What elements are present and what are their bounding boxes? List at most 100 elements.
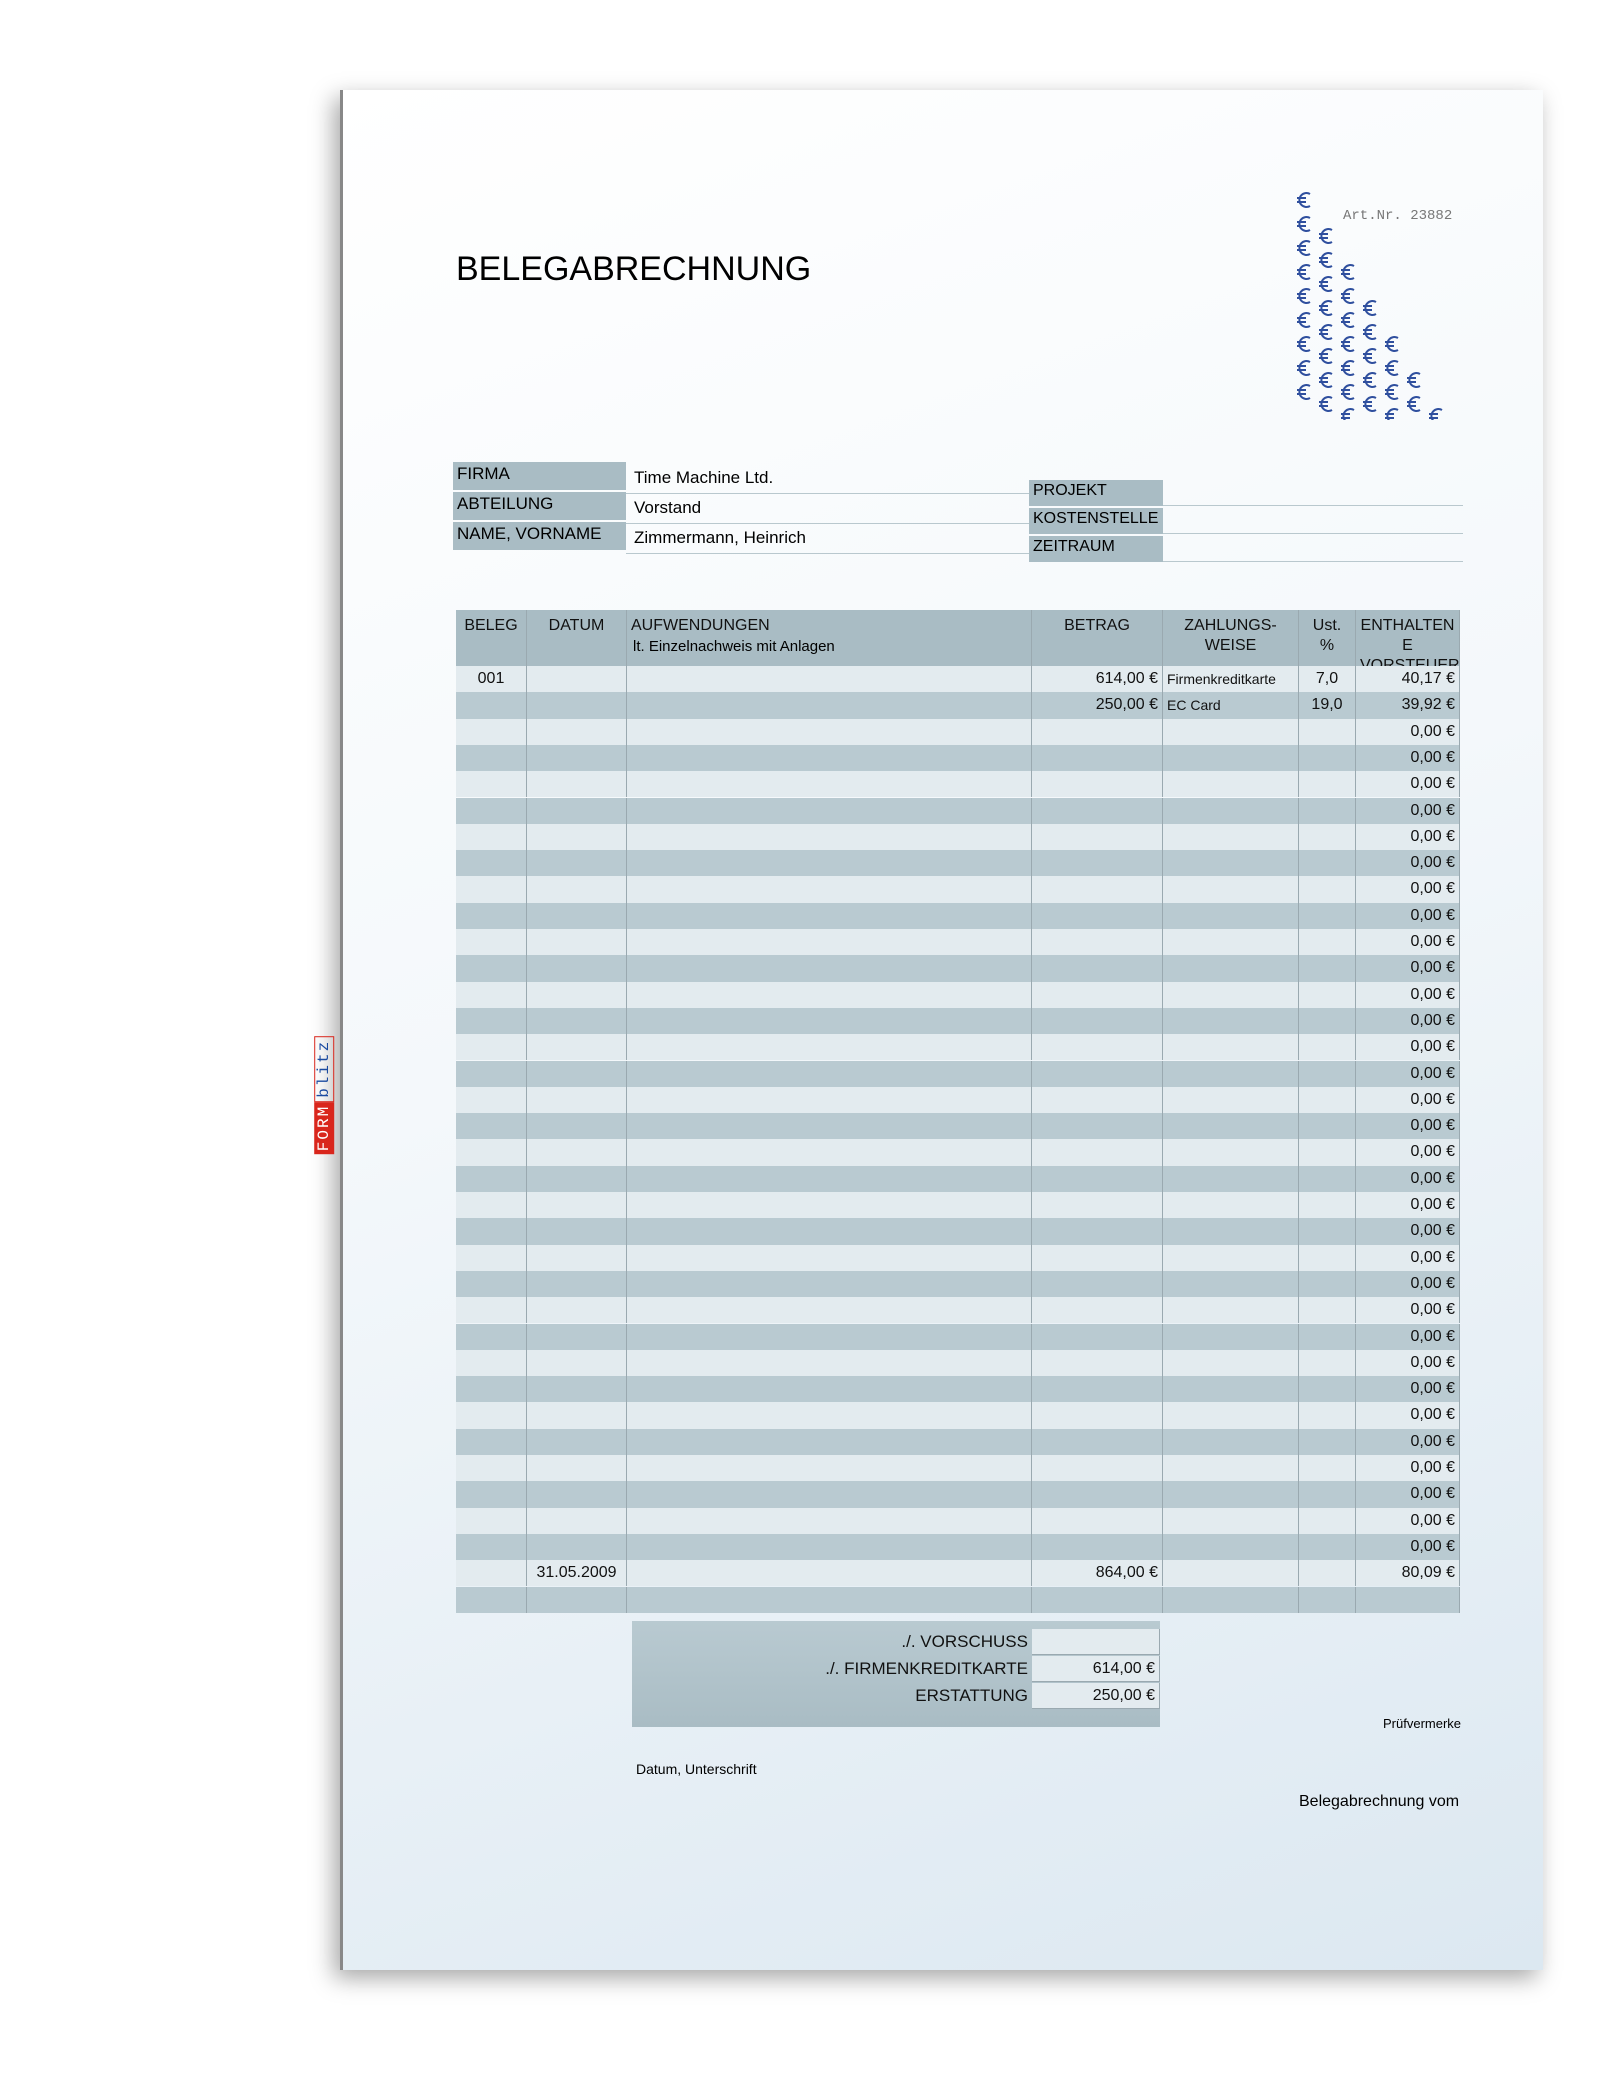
info-value: Time Machine Ltd. — [626, 466, 1029, 494]
table-cell: 0,00 € — [1356, 1507, 1460, 1534]
table-cell — [1032, 718, 1163, 745]
table-cell — [1163, 823, 1299, 851]
table-cell — [527, 1349, 627, 1377]
table-cell — [1299, 1402, 1356, 1429]
table-cell — [1032, 1349, 1163, 1377]
table-cell — [627, 1244, 1032, 1271]
table-cell — [456, 1007, 527, 1035]
article-number: Art.Nr. 23882 — [1343, 208, 1453, 224]
table-cell: 0,00 € — [1356, 797, 1460, 824]
table-cell — [456, 1244, 527, 1271]
table-cell — [1299, 771, 1356, 798]
table-row — [456, 1402, 1460, 1429]
table-cell: 31.05.2009 — [527, 1560, 627, 1587]
table-cell — [1299, 929, 1356, 956]
table-cell — [1163, 1323, 1299, 1350]
table-cell — [1163, 1007, 1299, 1035]
table-cell — [1163, 929, 1299, 956]
table-cell: 0,00 € — [1356, 1139, 1460, 1166]
table-cell: 0,00 € — [1356, 1007, 1460, 1035]
table-cell — [1299, 1165, 1356, 1192]
table-cell: 0,00 € — [1356, 823, 1460, 851]
table-cell: 0,00 € — [1356, 1165, 1460, 1192]
table-cell — [627, 666, 1032, 693]
table-row — [456, 823, 1460, 851]
table-cell — [627, 797, 1032, 824]
table-row — [456, 666, 1460, 693]
table-cell — [627, 902, 1032, 929]
table-cell — [1299, 718, 1356, 745]
table-cell — [1163, 981, 1299, 1008]
table-cell — [1032, 1481, 1163, 1508]
table-cell — [456, 929, 527, 956]
table-cell — [1032, 1270, 1163, 1298]
table-cell: 614,00 € — [1032, 666, 1163, 693]
table-cell — [1032, 981, 1163, 1008]
table-cell — [627, 1113, 1032, 1140]
table-cell — [456, 1481, 527, 1508]
table-cell — [456, 1428, 527, 1455]
table-cell — [1299, 1086, 1356, 1114]
table-cell — [1299, 1481, 1356, 1508]
table-row — [456, 1323, 1460, 1350]
table-cell — [456, 718, 527, 745]
table-cell — [1163, 1428, 1299, 1455]
table-cell — [1032, 1007, 1163, 1035]
table-cell — [1299, 1455, 1356, 1482]
table-cell — [1032, 771, 1163, 798]
table-cell: 001 — [456, 666, 527, 693]
table-row — [456, 1376, 1460, 1403]
table-cell — [456, 1323, 527, 1350]
euro-sign — [1341, 312, 1355, 328]
table-cell — [1032, 902, 1163, 929]
table-cell: 0,00 € — [1356, 1270, 1460, 1298]
euro-sign — [1297, 240, 1311, 256]
column-note: lt. Einzelnachweis mit Anlagen — [633, 638, 835, 655]
table-cell — [1299, 1218, 1356, 1245]
table-row — [456, 1218, 1460, 1245]
table-cell — [1299, 955, 1356, 982]
table-cell — [1163, 1297, 1299, 1324]
table-cell: 0,00 € — [1356, 1402, 1460, 1429]
summary-value — [1032, 1628, 1160, 1655]
table-cell — [1032, 955, 1163, 982]
table-cell — [1163, 1244, 1299, 1271]
table-cell — [627, 1270, 1032, 1298]
table-row — [456, 771, 1460, 798]
euro-sign — [1319, 276, 1333, 292]
table-cell — [627, 981, 1032, 1008]
table-cell — [627, 1192, 1032, 1219]
euro-sign — [1385, 384, 1399, 400]
table-cell — [527, 797, 627, 824]
table-cell — [456, 823, 527, 851]
table-cell — [1032, 850, 1163, 877]
table-row — [456, 1481, 1460, 1508]
table-cell: 0,00 € — [1356, 1060, 1460, 1087]
table-cell — [627, 1323, 1032, 1350]
euro-sign — [1341, 264, 1355, 280]
table-cell — [527, 902, 627, 929]
table-cell — [1299, 1007, 1356, 1035]
euro-sign — [1319, 324, 1333, 340]
table-cell — [456, 744, 527, 772]
table-cell — [456, 876, 527, 903]
table-cell — [627, 1428, 1032, 1455]
table-row — [456, 1507, 1460, 1534]
table-cell: 0,00 € — [1356, 850, 1460, 877]
table-row — [456, 1060, 1460, 1087]
table-cell — [527, 1270, 627, 1298]
table-cell — [1032, 1297, 1163, 1324]
table-cell — [627, 876, 1032, 903]
table-cell: 0,00 € — [1356, 1323, 1460, 1350]
table-cell — [456, 981, 527, 1008]
euro-sign — [1341, 288, 1355, 304]
table-cell — [627, 771, 1032, 798]
euro-sign — [1429, 408, 1443, 420]
table-cell — [1299, 1376, 1356, 1403]
euro-sign — [1341, 408, 1355, 420]
table-cell — [1163, 1192, 1299, 1219]
table-cell — [1163, 1165, 1299, 1192]
table-row — [456, 744, 1460, 772]
summary-label: ./. FIRMENKREDITKARTE — [825, 1658, 1028, 1678]
table-cell — [627, 1507, 1032, 1534]
